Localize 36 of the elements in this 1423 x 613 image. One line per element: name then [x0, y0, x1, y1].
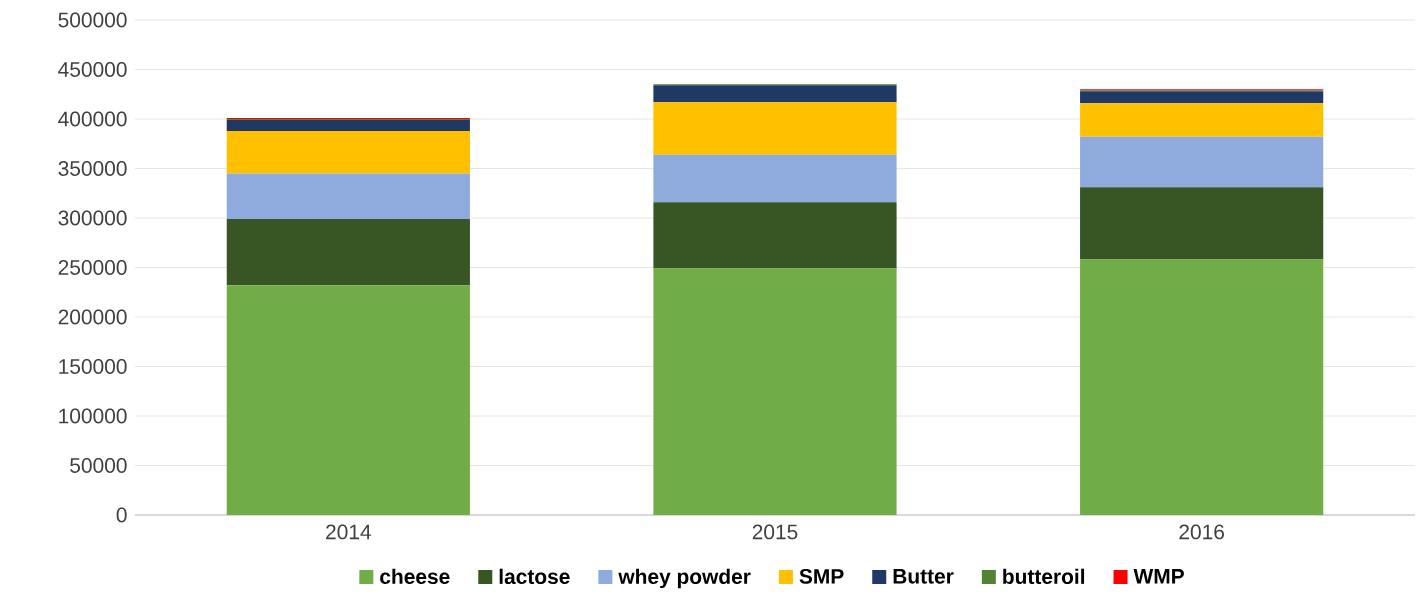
bar — [653, 102, 897, 155]
y-tick-label: 200000 — [58, 309, 127, 325]
bar — [226, 218, 470, 286]
legend-label: Butter — [893, 569, 954, 584]
legend-label: cheese — [380, 568, 450, 585]
y-tick-label: 350000 — [58, 161, 127, 176]
bar — [1080, 259, 1324, 515]
bar — [226, 119, 470, 131]
x-tick-label: 2015 — [752, 524, 798, 540]
bar — [653, 154, 897, 203]
y-tick-label: 250000 — [58, 260, 127, 275]
y-tick-label: 300000 — [58, 210, 127, 226]
bar — [1080, 136, 1324, 188]
bar — [1080, 103, 1324, 137]
y-tick-label: 50000 — [70, 458, 127, 473]
bar — [1080, 187, 1324, 260]
legend-label: butteroil — [1003, 568, 1085, 585]
legend-label: SMP — [799, 568, 844, 584]
x-tick-label: 2014 — [326, 524, 371, 540]
bar — [653, 85, 897, 103]
y-tick-label: 500000 — [58, 12, 127, 28]
x-tick-label: 2016 — [1179, 524, 1224, 540]
y-tick-label: 0 — [116, 507, 127, 523]
legend-label: lactose — [499, 568, 570, 585]
bar — [226, 173, 470, 219]
bar — [653, 202, 897, 269]
legend-label: whey powder — [618, 568, 751, 589]
y-tick-label: 100000 — [59, 408, 127, 424]
bar — [226, 130, 470, 174]
y-tick-label: 450000 — [58, 62, 127, 77]
y-tick-label: 150000 — [59, 359, 127, 374]
y-tick-label: 400000 — [58, 111, 127, 127]
legend-label: WMP — [1133, 569, 1184, 584]
bar — [1080, 91, 1324, 104]
bar — [226, 285, 470, 515]
bar — [653, 268, 897, 515]
